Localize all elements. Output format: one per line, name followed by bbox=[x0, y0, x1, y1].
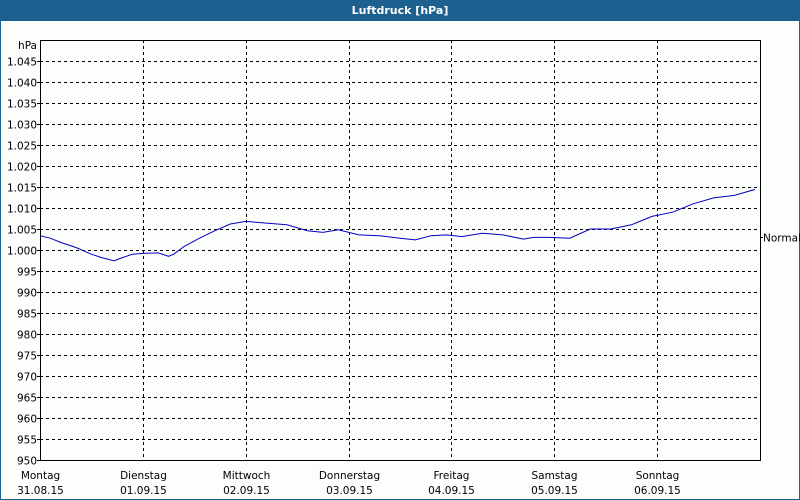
pressure-line bbox=[39, 189, 756, 262]
x-tick-date: 01.09.15 bbox=[120, 485, 167, 497]
y-tick-label: 985 bbox=[17, 309, 37, 321]
y-tick-label: 965 bbox=[17, 393, 37, 405]
grid-lines bbox=[40, 40, 760, 460]
y-tick-label: 995 bbox=[17, 267, 37, 279]
y-tick-label: 1.045 bbox=[7, 57, 37, 69]
x-tick-day: Montag bbox=[21, 470, 60, 482]
x-tick-date: 05.09.15 bbox=[531, 485, 578, 497]
normal-label: Normal bbox=[763, 233, 800, 245]
x-tick-date: 06.09.15 bbox=[634, 485, 681, 497]
x-tick-day: Dienstag bbox=[120, 470, 167, 482]
y-tick-label: 950 bbox=[17, 456, 37, 468]
y-axis-unit-label: hPa bbox=[18, 40, 37, 52]
x-tick-day: Donnerstag bbox=[319, 470, 380, 482]
y-tick-label: 955 bbox=[17, 435, 37, 447]
x-tick-day: Freitag bbox=[434, 470, 470, 482]
x-axis-ticks: Montag 31.08.15 Dienstag 01.09.15 Mittwoch 02… bbox=[17, 470, 681, 497]
y-tick-label: 1.040 bbox=[7, 78, 37, 90]
y-tick-label: 1.025 bbox=[7, 141, 37, 153]
x-tick-day: Samstag bbox=[531, 470, 577, 482]
y-tick-label: 1.005 bbox=[7, 225, 37, 237]
y-tick-label: 1.000 bbox=[7, 246, 37, 258]
plot-area-border bbox=[40, 40, 761, 461]
y-tick-label: 1.020 bbox=[7, 162, 37, 174]
y-tick-label: 960 bbox=[17, 414, 37, 426]
y-tick-label: 990 bbox=[17, 288, 37, 300]
y-tick-label: 1.015 bbox=[7, 183, 37, 195]
x-tick-date: 04.09.15 bbox=[428, 485, 475, 497]
x-tick-date: 03.09.15 bbox=[326, 485, 373, 497]
x-tick-day: Mittwoch bbox=[223, 470, 271, 482]
normal-reference-marker: Normal bbox=[760, 233, 800, 245]
y-tick-label: 1.035 bbox=[7, 99, 37, 111]
y-axis-ticks: 1.045 1.040 1.035 1.030 1.025 1.020 1.015 1.010… bbox=[7, 57, 40, 468]
y-tick-label: 1.010 bbox=[7, 204, 37, 216]
y-tick-label: 970 bbox=[17, 372, 37, 384]
x-tick-date: 31.08.15 bbox=[17, 485, 64, 497]
y-tick-label: 980 bbox=[17, 330, 37, 342]
y-tick-label: 1.030 bbox=[7, 120, 37, 132]
x-tick-day: Sonntag bbox=[636, 470, 680, 482]
x-tick-date: 02.09.15 bbox=[223, 485, 270, 497]
window-title: Luftdruck [hPa] bbox=[0, 0, 800, 21]
y-tick-label: 975 bbox=[17, 351, 37, 363]
